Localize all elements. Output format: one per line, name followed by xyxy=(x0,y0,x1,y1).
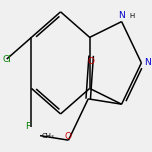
Text: O: O xyxy=(88,57,95,66)
Text: CH₃: CH₃ xyxy=(41,133,54,139)
Text: N: N xyxy=(144,58,151,67)
Text: Cl: Cl xyxy=(2,55,11,64)
Text: O: O xyxy=(65,132,72,141)
Text: H: H xyxy=(130,13,135,19)
Text: F: F xyxy=(25,122,30,131)
Text: N: N xyxy=(118,11,125,20)
